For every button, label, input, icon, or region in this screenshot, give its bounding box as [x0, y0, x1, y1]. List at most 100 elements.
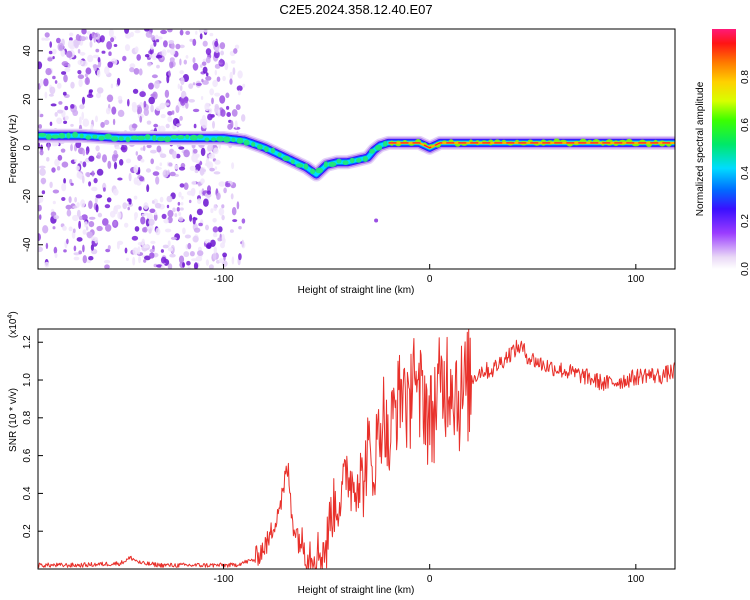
- noise-speck: [69, 178, 73, 185]
- ridge-peak: [349, 157, 355, 163]
- noise-speck: [113, 188, 119, 196]
- noise-speck: [104, 264, 110, 269]
- colorbar-tick-label: 0.4: [740, 166, 750, 180]
- noise-speck: [100, 121, 105, 128]
- ridge-peak: [185, 134, 190, 139]
- noise-speck: [194, 169, 199, 174]
- noise-speck: [167, 116, 173, 123]
- ridge-peak: [323, 161, 328, 168]
- noise-speck: [150, 240, 156, 244]
- noise-speck: [85, 172, 91, 177]
- noise-speck: [145, 168, 152, 173]
- noise-speck: [152, 171, 160, 176]
- noise-speck: [175, 43, 181, 50]
- noise-speck: [212, 252, 217, 260]
- noise-speck: [154, 211, 158, 216]
- noise-speck: [78, 250, 82, 255]
- noise-speck: [232, 219, 238, 223]
- noise-speck: [125, 257, 129, 261]
- noise-speck: [192, 108, 200, 113]
- noise-speck: [192, 62, 199, 71]
- noise-speck: [178, 216, 184, 222]
- noise-speck: [160, 29, 168, 35]
- noise-speck: [135, 151, 138, 156]
- noise-speck: [151, 200, 155, 204]
- noise-speck: [165, 123, 170, 129]
- noise-speck: [94, 196, 98, 204]
- ridge-peak: [125, 136, 131, 143]
- ridge-peak: [38, 132, 47, 137]
- noise-speck: [136, 54, 141, 61]
- snr-y-ticks: 0.2 0.4 0.6 0.8 1.0 1.2: [22, 335, 43, 538]
- noise-speck: [175, 105, 180, 113]
- noise-speck: [205, 259, 209, 266]
- noise-speck: [120, 144, 128, 153]
- noise-speck: [74, 159, 78, 163]
- noise-speck: [149, 252, 155, 259]
- noise-speck: [154, 202, 162, 209]
- noise-speck: [54, 80, 58, 84]
- noise-speck: [232, 67, 236, 75]
- noise-speck: [138, 68, 143, 76]
- noise-speck: [219, 42, 226, 50]
- noise-speck: [142, 227, 146, 233]
- noise-speck: [93, 34, 96, 43]
- noise-speck: [159, 162, 163, 167]
- noise-speck: [222, 252, 228, 258]
- noise-speck: [223, 187, 227, 194]
- noise-speck: [224, 62, 229, 71]
- noise-speck: [155, 39, 160, 43]
- noise-speck: [199, 167, 205, 176]
- noise-speck: [49, 41, 52, 48]
- noise-speck: [49, 181, 53, 188]
- ridge-peak: [72, 131, 78, 138]
- noise-speck: [101, 50, 106, 54]
- colorbar-tick-label: 0.8: [740, 70, 750, 84]
- noise-speck: [203, 29, 209, 33]
- noise-speck: [193, 227, 201, 233]
- noise-speck: [200, 64, 203, 68]
- ridge-peak: [277, 152, 282, 158]
- noise-speck: [76, 237, 83, 242]
- noise-speck: [208, 108, 213, 114]
- noise-speck: [180, 76, 185, 86]
- noise-speck: [47, 143, 50, 151]
- noise-speck: [155, 54, 163, 59]
- noise-speck: [218, 258, 224, 264]
- noise-speck: [229, 229, 234, 233]
- noise-speck: [145, 31, 153, 38]
- noise-speck: [131, 235, 139, 241]
- noise-speck: [140, 216, 146, 225]
- noise-speck: [102, 154, 107, 163]
- noise-speck: [96, 168, 104, 176]
- noise-speck: [204, 102, 210, 112]
- noise-speck: [147, 62, 152, 67]
- noise-speck: [231, 256, 235, 265]
- noise-speck: [157, 36, 163, 40]
- noise-speck: [53, 215, 60, 220]
- noise-speck: [160, 249, 164, 253]
- noise-speck: [169, 57, 175, 63]
- ridge-peak: [315, 167, 324, 174]
- noise-speck: [63, 74, 68, 83]
- y-tick-label: 40: [22, 45, 33, 57]
- noise-speck: [205, 56, 211, 64]
- noise-speck: [81, 96, 86, 105]
- noise-speck: [110, 83, 114, 89]
- noise-speck: [150, 35, 156, 41]
- noise-speck: [77, 59, 84, 66]
- ridge-peak: [303, 163, 309, 170]
- ridge-peak: [204, 137, 210, 142]
- noise-speck: [196, 208, 203, 216]
- noise-speck: [150, 158, 154, 165]
- noise-speck: [132, 247, 139, 256]
- noise-speck: [179, 183, 185, 188]
- noise-speck: [63, 249, 67, 253]
- noise-speck: [81, 111, 84, 121]
- noise-speck: [201, 61, 207, 66]
- noise-speck: [202, 40, 208, 47]
- noise-speck: [174, 164, 179, 170]
- ridge-core-red: [388, 142, 675, 149]
- noise-speck: [194, 163, 201, 172]
- noise-speck: [103, 259, 111, 264]
